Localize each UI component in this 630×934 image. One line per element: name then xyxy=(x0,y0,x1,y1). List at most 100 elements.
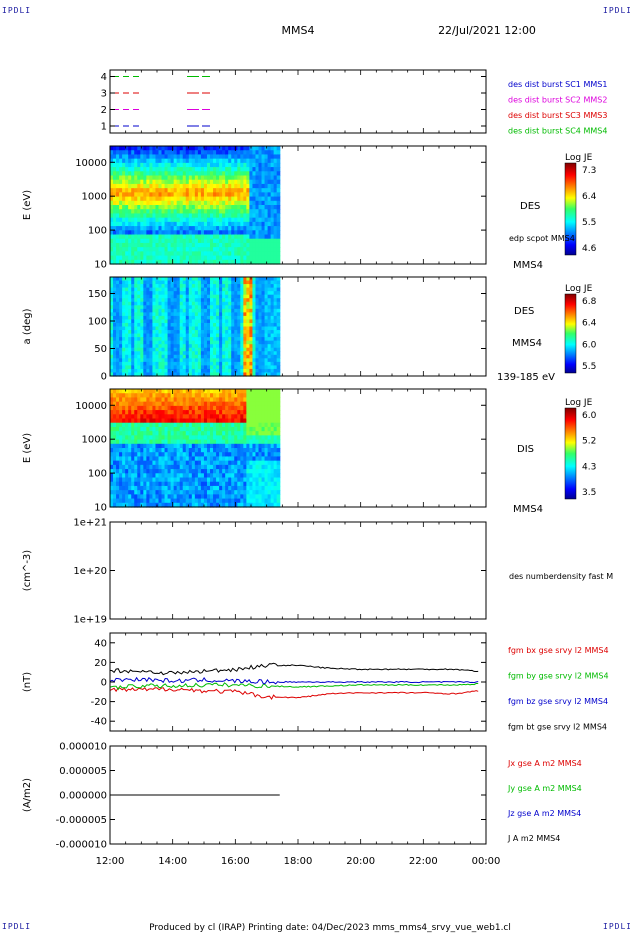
des-energy-cell xyxy=(131,226,135,231)
dis-energy-cell xyxy=(270,431,275,436)
dis-energy-cell xyxy=(128,448,132,453)
des-pitch-cell xyxy=(128,351,132,356)
dis-energy-cell xyxy=(222,422,226,428)
des-pitch-cell xyxy=(185,308,190,313)
des-energy-cell xyxy=(213,238,217,244)
des-pitch-cell xyxy=(191,301,196,306)
des-pitch-cell xyxy=(131,344,135,349)
dis-energy-cell xyxy=(167,443,172,449)
dis-energy-cell xyxy=(246,477,251,483)
des-pitch-cell xyxy=(261,298,266,303)
des-energy-cell xyxy=(176,221,181,227)
dis-energy-cell xyxy=(134,418,138,424)
dis-energy-cell xyxy=(110,490,114,495)
dis-energy-cell xyxy=(137,494,141,500)
des-pitch-cell xyxy=(222,344,226,349)
dis-energy-cell xyxy=(134,393,138,399)
des-energy-cell xyxy=(179,188,184,193)
dis-energy-cell xyxy=(231,431,235,436)
dis-energy-cell xyxy=(149,456,154,462)
dis-energy-cell xyxy=(194,418,199,424)
des-pitch-cell xyxy=(276,287,281,292)
des-pitch-cell xyxy=(240,315,244,321)
des-pitch-cell xyxy=(113,305,117,310)
des-pitch-cell xyxy=(134,312,138,317)
dis-energy-cell xyxy=(276,389,281,394)
des-pitch-cell xyxy=(119,344,123,349)
dis-energy-cell xyxy=(264,426,269,432)
dis-energy-cell xyxy=(237,494,241,500)
des-energy-cell xyxy=(206,179,211,185)
des-pitch-cell xyxy=(170,337,175,342)
des-energy-cell xyxy=(197,259,202,265)
dis-energy-cell xyxy=(185,473,190,479)
des-pitch-cell xyxy=(131,347,135,352)
dis-energy-cell xyxy=(261,422,266,428)
des-pitch-cell xyxy=(228,277,232,282)
dis-energy-cell xyxy=(125,448,129,453)
des-energy-cell xyxy=(252,205,257,210)
des-pitch-cell xyxy=(140,358,144,363)
des-energy-cell xyxy=(231,146,235,151)
des-pitch-cell xyxy=(137,322,141,328)
dis-energy-cell xyxy=(200,439,205,445)
des-pitch-cell xyxy=(137,301,141,306)
des-pitch-cell xyxy=(246,326,251,331)
des-energy-cell xyxy=(170,154,175,160)
dis-energy-cell xyxy=(185,481,190,487)
des-pitch-cell xyxy=(167,361,172,366)
dis-energy-cell xyxy=(110,418,114,424)
des-pitch-cell xyxy=(267,330,272,335)
des-energy-cell xyxy=(185,183,190,189)
des-energy-cell xyxy=(264,213,269,219)
dis-energy-cell xyxy=(234,456,238,462)
dis-energy-cell xyxy=(128,481,132,487)
des-pitch-cell xyxy=(173,294,178,299)
dis-energy-cell xyxy=(270,498,275,504)
dis-energy-cell xyxy=(146,485,150,491)
dis-energy-cell xyxy=(270,481,275,487)
dis-energy-cell xyxy=(185,464,190,470)
des-energy-cell xyxy=(228,154,232,160)
des-pitch-cell xyxy=(122,326,126,331)
des-energy-cell xyxy=(176,146,181,151)
des-pitch-cell xyxy=(191,361,196,366)
dis-energy-cell xyxy=(213,401,217,407)
des-energy-cell xyxy=(119,196,123,202)
des-pitch-cell xyxy=(164,280,169,285)
dis-energy-cell xyxy=(122,481,126,487)
dis-energy-cell xyxy=(143,443,147,449)
des-pitch-cell xyxy=(155,344,160,349)
dis-energy-cell xyxy=(216,443,220,449)
dis-energy-cell xyxy=(149,435,154,441)
des-energy-cell xyxy=(110,188,114,193)
dis-energy-cell xyxy=(137,490,141,495)
des-energy-cell xyxy=(146,188,150,193)
dis-energy-cell xyxy=(182,498,187,504)
des-energy-cell xyxy=(173,255,178,261)
des-pitch-cell xyxy=(249,294,254,299)
des-pitch-cell xyxy=(155,326,160,331)
des-pitch-cell xyxy=(219,358,223,363)
des-energy-cell xyxy=(237,238,241,244)
des-energy-cell xyxy=(219,226,223,231)
dis-energy-cell xyxy=(234,401,238,407)
des-pitch-cell xyxy=(273,368,278,374)
des-energy-cell xyxy=(149,221,154,227)
des-pitch-cell xyxy=(197,354,202,359)
des-pitch-cell xyxy=(131,280,135,285)
des-pitch-cell xyxy=(146,326,150,331)
des-pitch-cell xyxy=(134,361,138,366)
des-pitch-cell xyxy=(152,337,157,342)
des-energy-cell xyxy=(264,221,269,227)
des-pitch-cell xyxy=(185,337,190,342)
dis-energy-cell xyxy=(185,456,190,462)
des-pitch-cell xyxy=(228,344,232,349)
des-energy-cell xyxy=(216,154,220,160)
dis-energy-cell xyxy=(252,494,257,500)
des-energy-cell xyxy=(261,259,266,265)
des-energy-cell xyxy=(246,150,251,156)
des-pitch-cell xyxy=(188,284,193,289)
dis-energy-cell xyxy=(149,477,154,483)
des-energy-cell xyxy=(219,259,223,265)
